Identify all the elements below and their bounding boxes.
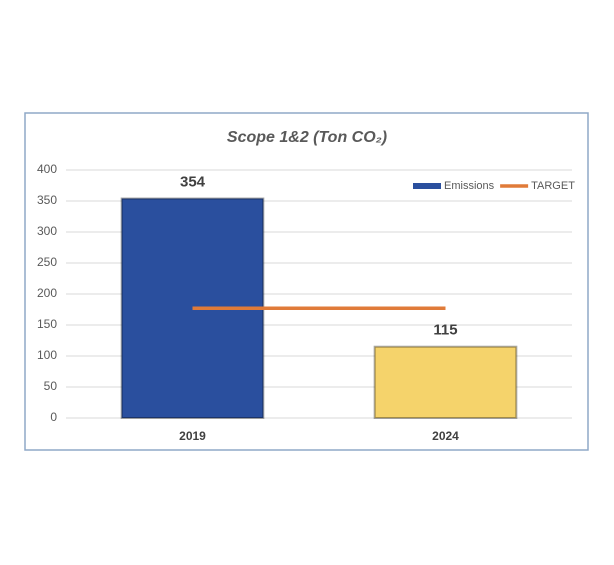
bar [373, 345, 518, 420]
y-tick-label: 150 [37, 317, 57, 331]
legend-label: TARGET [531, 180, 575, 192]
y-tick-label: 400 [37, 162, 57, 176]
legend-label: Emissions [444, 180, 495, 192]
y-tick-label: 200 [37, 286, 57, 300]
data-label: 115 [433, 322, 457, 339]
y-tick-label: 250 [37, 255, 57, 269]
data-label: 354 [180, 173, 206, 190]
y-tick-label: 300 [37, 224, 57, 238]
y-tick-label: 350 [37, 193, 57, 207]
y-tick-label: 50 [44, 379, 58, 393]
x-tick-label: 2024 [432, 429, 459, 443]
y-tick-label: 0 [50, 410, 57, 424]
legend-swatch [413, 183, 441, 189]
chart-title: Scope 1&2 (Ton CO₂) [227, 129, 387, 146]
x-tick-label: 2019 [179, 429, 206, 443]
y-tick-label: 100 [37, 348, 57, 362]
